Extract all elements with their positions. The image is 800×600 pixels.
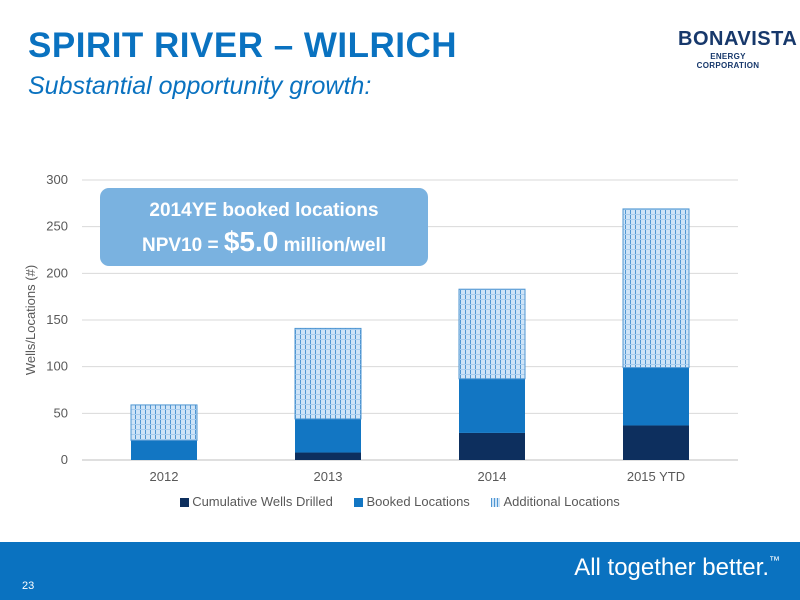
company-logo: BONAVISTA ENERGY CORPORATION — [678, 28, 798, 70]
bar-booked-3 — [623, 367, 689, 426]
y-tick-label: 150 — [46, 312, 68, 327]
x-axis-labels: 2012 2013 2014 2015 YTD — [150, 469, 686, 484]
x-category-label: 2012 — [150, 469, 179, 484]
y-axis-label: Wells/Locations (#) — [23, 265, 38, 375]
y-tick-label: 200 — [46, 265, 68, 280]
legend-label-booked: Booked Locations — [366, 494, 470, 509]
tagline: All together better.™ — [574, 554, 780, 582]
npv-callout: 2014YE booked locations NPV10 = $5.0 mil… — [100, 188, 428, 266]
legend-item-additional: Additional Locations — [491, 494, 620, 509]
slide-subtitle: Substantial opportunity growth: — [28, 72, 372, 100]
bar-additional-0 — [130, 404, 198, 441]
x-category-label: 2015 YTD — [627, 469, 685, 484]
y-tick-label: 300 — [46, 172, 68, 187]
bar-drilled-3 — [623, 425, 689, 460]
legend-label-additional: Additional Locations — [503, 494, 620, 509]
legend-swatch-drilled — [180, 498, 190, 507]
legend-item-booked: Booked Locations — [354, 494, 470, 509]
legend-swatch-booked — [354, 498, 364, 507]
bar-booked-0 — [131, 440, 197, 460]
bars — [130, 208, 690, 460]
callout-npv-suffix: million/well — [278, 235, 387, 256]
slide-title: SPIRIT RIVER – WILRICH — [28, 26, 458, 65]
logo-subtitle: ENERGY CORPORATION — [696, 52, 760, 70]
chart-legend: Cumulative Wells Drilled Booked Location… — [0, 494, 800, 509]
y-tick-label: 0 — [61, 452, 68, 467]
y-axis-ticks: 0 50 100 150 200 250 300 — [46, 172, 68, 467]
callout-npv: NPV10 = $5.0 million/well — [100, 226, 428, 258]
y-tick-label: 100 — [46, 359, 68, 374]
y-tick-label: 50 — [54, 405, 68, 420]
bar-additional-2 — [458, 288, 526, 380]
callout-npv-value: $5.0 — [223, 226, 279, 257]
bar-booked-1 — [295, 418, 361, 453]
bar-drilled-2 — [459, 432, 525, 460]
y-tick-label: 250 — [46, 219, 68, 234]
bar-additional-1 — [294, 327, 362, 420]
bar-booked-2 — [459, 378, 525, 433]
tagline-text: All together better. — [574, 554, 769, 581]
callout-title: 2014YE booked locations — [149, 200, 379, 221]
logo-wordmark: BONAVISTA — [678, 28, 798, 50]
page-number: 23 — [22, 580, 35, 592]
x-category-label: 2013 — [314, 469, 343, 484]
x-category-label: 2014 — [478, 469, 507, 484]
legend-swatch-additional — [491, 498, 501, 507]
legend-item-drilled: Cumulative Wells Drilled — [180, 494, 333, 509]
trademark-mark: ™ — [769, 555, 780, 567]
footer-bar: 23 All together better.™ — [0, 542, 800, 600]
callout-npv-prefix: NPV10 = — [141, 235, 224, 256]
legend-label-drilled: Cumulative Wells Drilled — [192, 494, 333, 509]
bar-additional-3 — [622, 208, 690, 369]
bar-drilled-1 — [295, 452, 361, 460]
